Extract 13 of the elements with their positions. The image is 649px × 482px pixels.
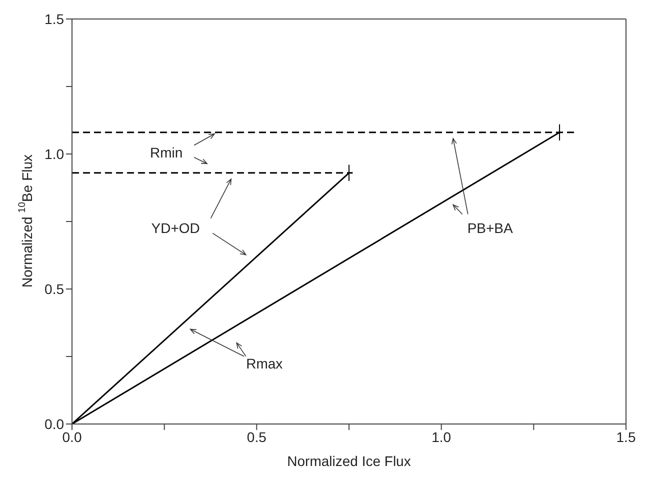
y-tick-label: 1.0 bbox=[44, 146, 64, 162]
x-tick-label: 1.5 bbox=[616, 428, 636, 445]
annotation: YD+OD bbox=[151, 220, 200, 236]
y-tick-label: 0.5 bbox=[44, 280, 64, 297]
y-tick-label: 1.5 bbox=[44, 10, 64, 27]
x-tick-label: 0.0 bbox=[62, 428, 82, 445]
x-tick-label: 0.5 bbox=[246, 428, 267, 445]
annotation: Rmax bbox=[246, 355, 283, 372]
x-axis-title: Normalized Ice Flux bbox=[287, 453, 411, 469]
x-tick-label: 1.0 bbox=[432, 428, 452, 445]
annotation: Rmin bbox=[150, 144, 183, 160]
annotation: PB+BA bbox=[467, 220, 514, 236]
y-tick-label: 0.0 bbox=[44, 416, 64, 432]
